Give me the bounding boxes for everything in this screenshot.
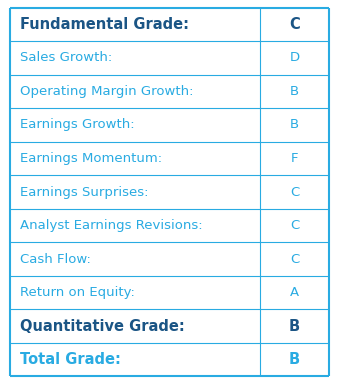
Text: Earnings Momentum:: Earnings Momentum:	[20, 152, 162, 165]
Bar	[10, 309, 329, 343]
Text: Cash Flow:: Cash Flow:	[20, 253, 91, 265]
Text: B: B	[290, 119, 299, 131]
Text: Analyst Earnings Revisions:: Analyst Earnings Revisions:	[20, 219, 202, 232]
Text: Return on Equity:: Return on Equity:	[20, 286, 135, 299]
Text: A: A	[290, 286, 299, 299]
Bar	[10, 108, 329, 142]
Text: B: B	[289, 319, 300, 334]
Text: C: C	[290, 253, 299, 265]
Text: C: C	[290, 219, 299, 232]
Text: B: B	[289, 352, 300, 367]
Text: Earnings Growth:: Earnings Growth:	[20, 119, 134, 131]
Bar	[10, 276, 329, 309]
Text: B: B	[290, 85, 299, 98]
Bar	[10, 142, 329, 175]
Text: Operating Margin Growth:: Operating Margin Growth:	[20, 85, 193, 98]
Bar	[10, 209, 329, 242]
Bar	[10, 75, 329, 108]
Text: Total Grade:: Total Grade:	[20, 352, 121, 367]
Text: C: C	[289, 17, 300, 32]
Text: Earnings Surprises:: Earnings Surprises:	[20, 185, 148, 199]
Text: Fundamental Grade:: Fundamental Grade:	[20, 17, 189, 32]
Text: F: F	[291, 152, 298, 165]
Bar	[10, 343, 329, 376]
Text: Sales Growth:: Sales Growth:	[20, 51, 112, 65]
Bar	[10, 175, 329, 209]
Text: C: C	[290, 185, 299, 199]
Text: Quantitative Grade:: Quantitative Grade:	[20, 319, 184, 334]
Bar	[10, 242, 329, 276]
Text: D: D	[290, 51, 300, 65]
Bar	[10, 41, 329, 75]
Bar	[10, 8, 329, 41]
